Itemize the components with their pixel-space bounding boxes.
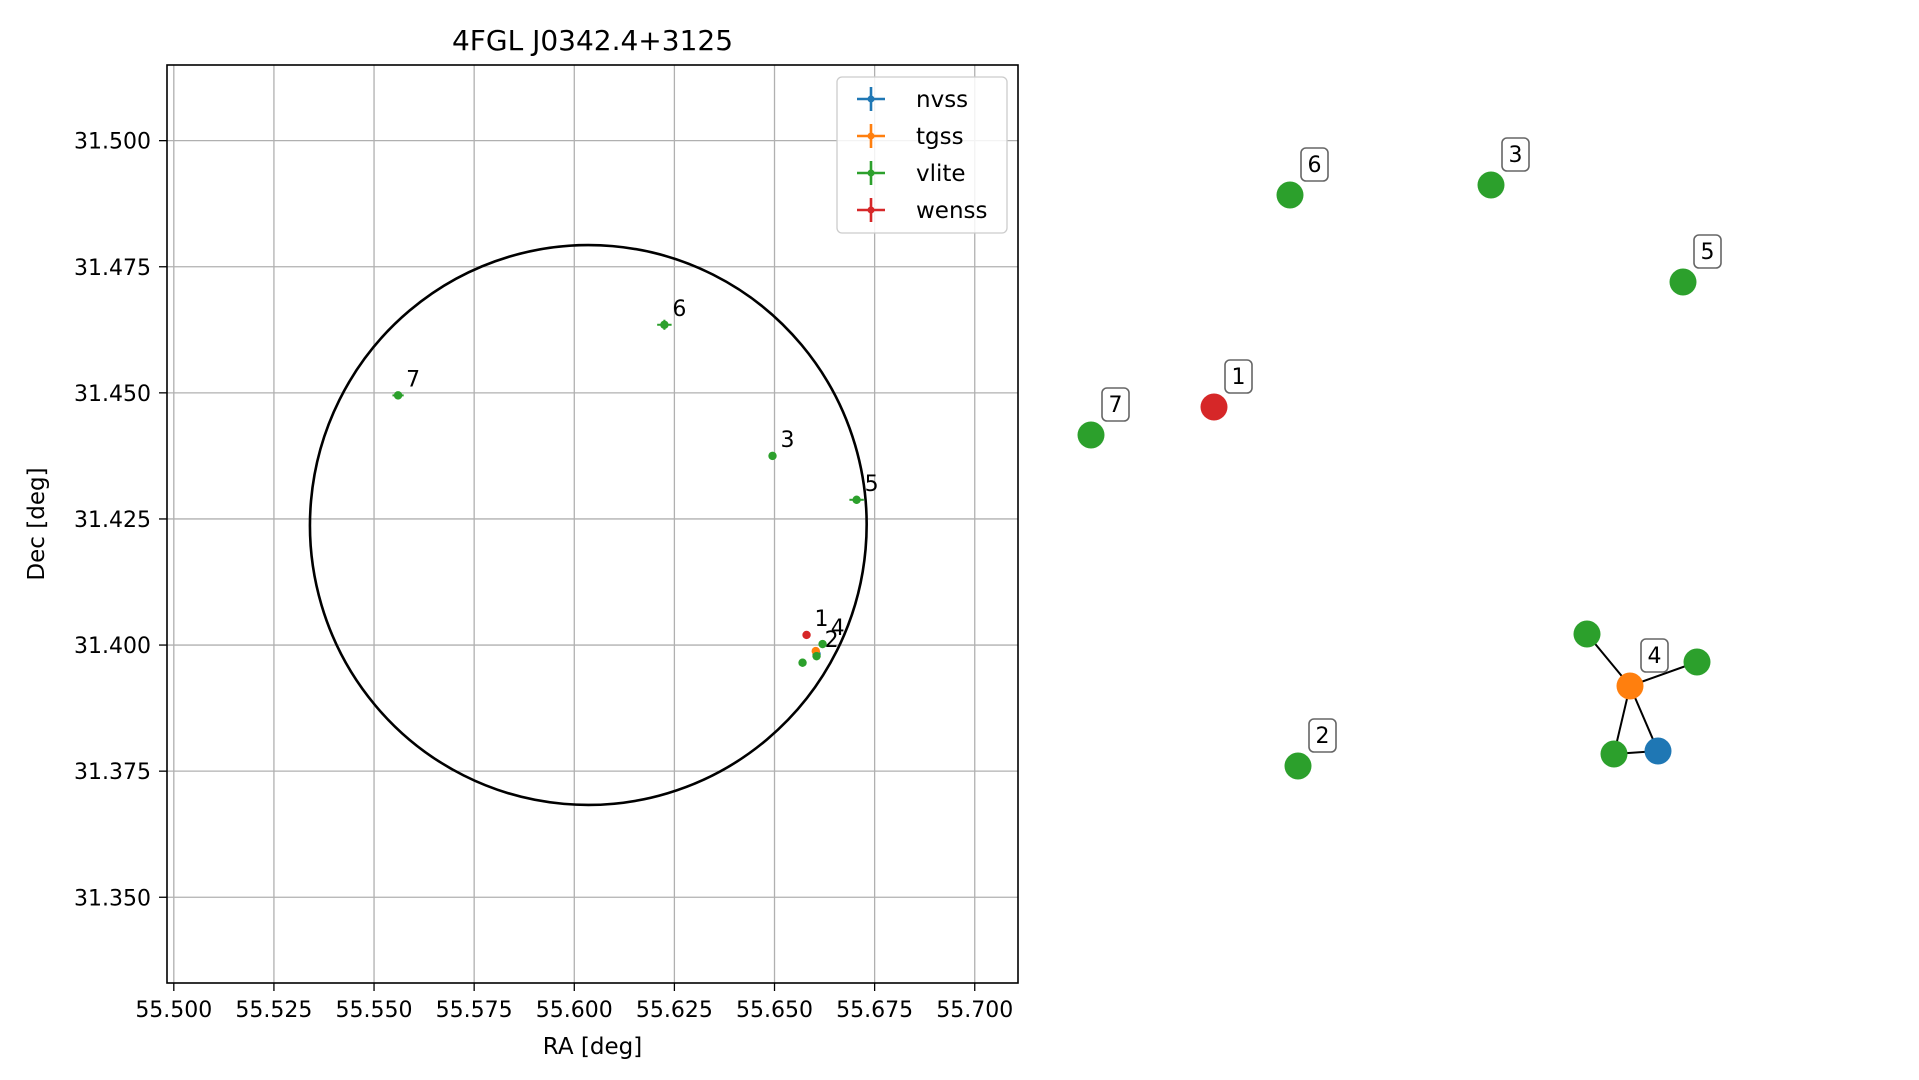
- point-label: 6: [672, 297, 686, 322]
- x-tick-label: 55.575: [436, 998, 513, 1023]
- graph-node-wenss: [1200, 393, 1228, 421]
- graph-node-vlite: [1077, 421, 1105, 449]
- legend-label: wenss: [916, 198, 988, 224]
- legend-item-vlite: vlite: [857, 161, 966, 187]
- graph-node-label: 6: [1308, 153, 1322, 178]
- y-tick-label: 31.500: [74, 130, 151, 155]
- y-tick-label: 31.475: [74, 256, 151, 281]
- x-tick-label: 55.500: [135, 998, 212, 1023]
- legend-marker-dot: [867, 169, 875, 177]
- x-tick-label: 55.675: [836, 998, 913, 1023]
- point-label: 1: [815, 607, 829, 632]
- x-tick-label: 55.550: [336, 998, 413, 1023]
- graph-node-vlite: [1276, 181, 1304, 209]
- point-label: 4: [831, 616, 845, 641]
- graph-node-label: 2: [1316, 724, 1330, 749]
- point-label: 7: [406, 367, 420, 392]
- data-point-vlite: [393, 391, 403, 400]
- data-point-vlite: [812, 651, 821, 661]
- legend-label: nvss: [916, 87, 968, 113]
- graph-nodes: 6 3 5 7 1 2 4: [1077, 137, 1722, 780]
- legend-item-wenss: wenss: [857, 198, 988, 224]
- legend-marker-dot: [867, 206, 875, 214]
- legend-box: [836, 76, 1008, 234]
- x-tick-label: 55.625: [636, 998, 713, 1023]
- graph-node-label: 3: [1509, 143, 1523, 168]
- graph-node-label-box: [1224, 359, 1253, 394]
- legend-item-nvss: nvss: [857, 87, 968, 113]
- axis-ticks: 55.500 55.525 55.550 55.575 55.600 55.625 55.6…: [74, 130, 1013, 1023]
- y-tick-label: 31.425: [74, 508, 151, 533]
- scatter-plot: 4FGL J0342.4+3125 55.500 55.525 55.550 55.5…: [24, 24, 1019, 1060]
- point-label: 2: [825, 628, 839, 653]
- data-point-vlite: [852, 495, 861, 504]
- x-tick-label: 55.600: [536, 998, 613, 1023]
- error-ellipse: [308, 243, 868, 807]
- graph-node-label-box: [1501, 137, 1530, 172]
- graph-node-vlite: [1284, 752, 1312, 780]
- x-tick-label: 55.650: [736, 998, 813, 1023]
- legend: nvss tgss vlite wenss: [836, 76, 1008, 234]
- data-point-wenss: [802, 630, 811, 640]
- graph-node-vlite: [1600, 740, 1628, 768]
- data-point-vlite: [818, 639, 827, 649]
- y-tick-label: 31.400: [74, 634, 151, 659]
- plot-title: 4FGL J0342.4+3125: [452, 24, 733, 57]
- y-tick-label: 31.375: [74, 760, 151, 785]
- legend-marker-dot: [867, 95, 875, 103]
- graph-node-tgss: [1616, 672, 1644, 700]
- graph-node-label-box: [1300, 147, 1329, 182]
- x-tick-label: 55.525: [235, 998, 312, 1023]
- plot-frame: [166, 64, 1019, 984]
- graph-node-nvss: [1644, 737, 1672, 765]
- graph-node-vlite: [1477, 171, 1505, 199]
- y-tick-label: 31.450: [74, 382, 151, 407]
- graph-node-label-box: [1693, 234, 1722, 269]
- graph-node-label-box: [1640, 638, 1669, 673]
- graph-node-label: 7: [1109, 393, 1123, 418]
- x-axis-label: RA [deg]: [543, 1034, 642, 1060]
- legend-marker-dot: [867, 132, 875, 140]
- data-point-vlite: [768, 451, 777, 461]
- series-vlite: 2 3 4 5 6 7: [392, 297, 879, 667]
- x-tick-label: 55.700: [936, 998, 1013, 1023]
- legend-item-tgss: tgss: [857, 124, 964, 150]
- graph-node-vlite: [1669, 268, 1697, 296]
- y-tick-label: 31.350: [74, 886, 151, 911]
- data-point-vlite: [798, 658, 807, 667]
- graph-node-label-box: [1101, 387, 1130, 422]
- graph-node-label: 1: [1232, 365, 1246, 390]
- graph-node-label: 4: [1648, 644, 1662, 669]
- graph-node-vlite: [1573, 620, 1601, 648]
- grid: [167, 65, 1018, 983]
- legend-label: vlite: [916, 161, 966, 187]
- data-point-vlite: [660, 320, 669, 329]
- association-graph: 6 3 5 7 1 2 4: [1077, 137, 1722, 780]
- graph-node-label: 5: [1701, 240, 1715, 265]
- graph-node-label-box: [1308, 718, 1337, 753]
- legend-label: tgss: [916, 124, 964, 150]
- plot-area: 2 3 4 5 6 7 1: [308, 243, 879, 807]
- y-axis-label: Dec [deg]: [24, 467, 50, 580]
- point-label: 3: [781, 428, 795, 453]
- series-wenss: 1: [802, 607, 829, 640]
- graph-node-vlite: [1683, 648, 1711, 676]
- point-label: 5: [865, 472, 879, 497]
